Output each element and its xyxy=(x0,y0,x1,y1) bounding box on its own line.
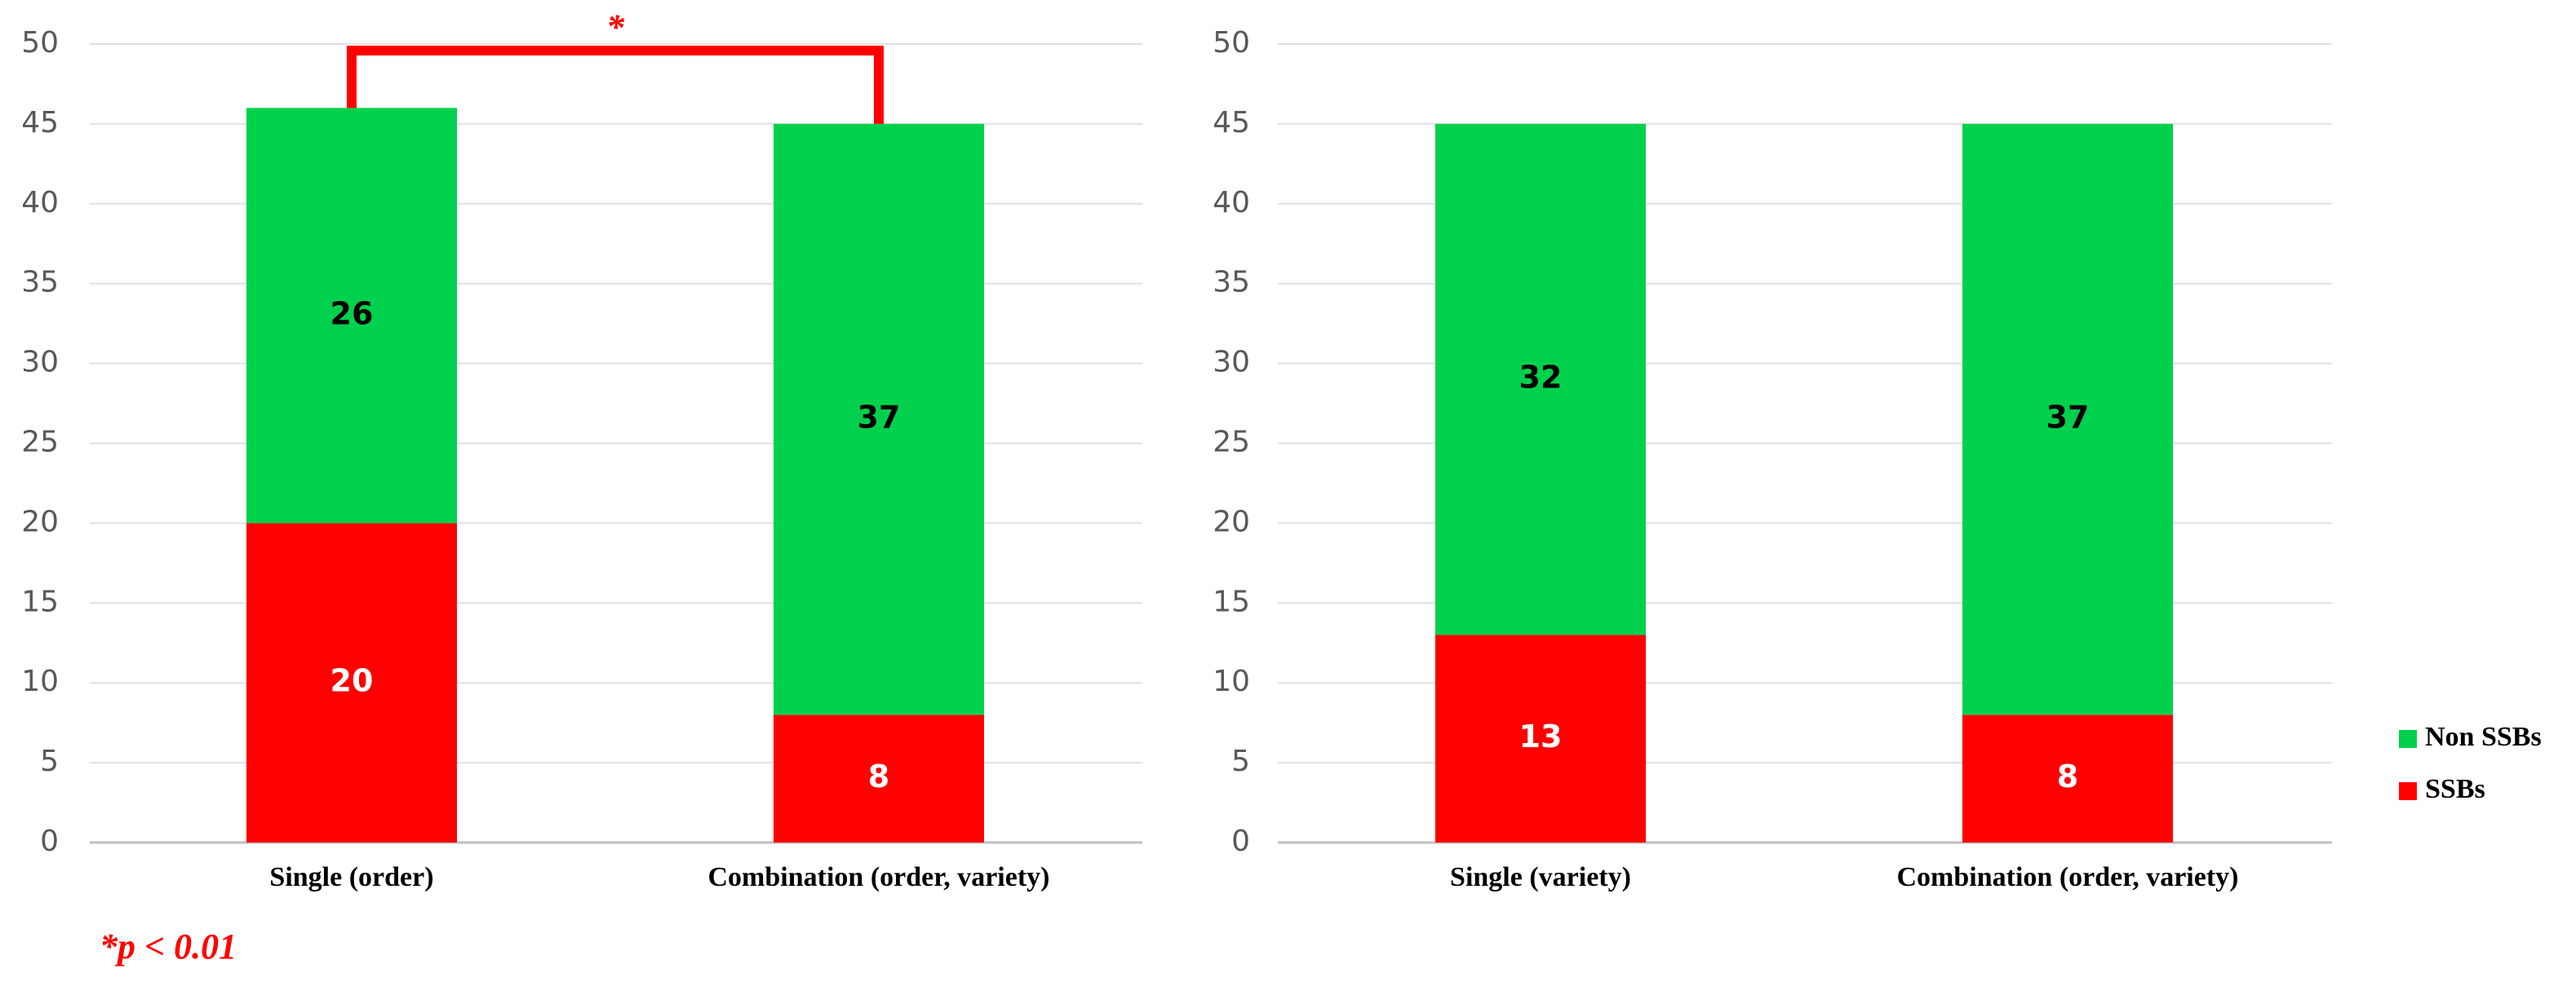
bar-segment xyxy=(246,523,457,843)
y-tick-label: 0 xyxy=(1231,825,1250,858)
y-tick-label: 30 xyxy=(21,346,59,379)
x-tick-label: Combination (order, variety) xyxy=(1897,862,2239,892)
legend-label: Non SSBs xyxy=(2425,722,2542,752)
x-tick-label: Single (variety) xyxy=(1450,862,1631,892)
data-label: 26 xyxy=(330,295,374,331)
data-label: 8 xyxy=(2057,759,2078,794)
bar-segment xyxy=(774,123,984,715)
bar-segment xyxy=(1962,714,2173,843)
y-tick-label: 10 xyxy=(1213,665,1250,698)
data-label: 13 xyxy=(1519,719,1563,754)
y-tick-label: 20 xyxy=(21,505,59,538)
y-tick-label: 0 xyxy=(40,825,59,858)
y-tick-label: 35 xyxy=(1213,266,1250,299)
footnote: *p < 0.01 xyxy=(100,927,237,967)
significance-bracket xyxy=(347,46,884,124)
legend-label: SSBs xyxy=(2425,774,2485,804)
y-tick-label: 5 xyxy=(1231,745,1250,778)
data-label: 37 xyxy=(858,400,901,436)
y-tick-label: 25 xyxy=(1213,426,1250,459)
legend-swatch xyxy=(2399,782,2417,800)
y-tick-label: 45 xyxy=(1213,106,1250,139)
bar-segment xyxy=(1435,635,1646,843)
bar-segment xyxy=(1435,123,1646,635)
bar-segment xyxy=(774,714,984,843)
data-label: 20 xyxy=(330,663,374,699)
data-label: 32 xyxy=(1519,360,1563,396)
data-label: 8 xyxy=(868,759,889,794)
y-tick-label: 15 xyxy=(21,585,59,618)
bar-segment xyxy=(1962,123,2173,715)
data-label: 37 xyxy=(2046,400,2090,436)
y-tick-label: 5 xyxy=(40,745,59,778)
y-tick-label: 45 xyxy=(21,106,59,139)
y-tick-label: 40 xyxy=(1213,186,1250,219)
y-tick-label: 15 xyxy=(1213,585,1250,618)
y-tick-label: 25 xyxy=(21,426,59,459)
y-tick-label: 20 xyxy=(1213,505,1250,538)
significance-star: * xyxy=(606,7,625,47)
x-tick-label: Combination (order, variety) xyxy=(708,862,1050,892)
bar-segment xyxy=(246,108,457,524)
y-tick-label: 35 xyxy=(21,266,59,299)
legend-swatch xyxy=(2399,730,2417,748)
y-tick-label: 40 xyxy=(21,186,59,219)
x-tick-label: Single (order) xyxy=(269,862,433,892)
y-tick-label: 50 xyxy=(1213,26,1250,60)
y-tick-label: 50 xyxy=(21,26,59,60)
y-tick-label: 30 xyxy=(1213,346,1250,379)
y-tick-label: 10 xyxy=(21,665,59,698)
